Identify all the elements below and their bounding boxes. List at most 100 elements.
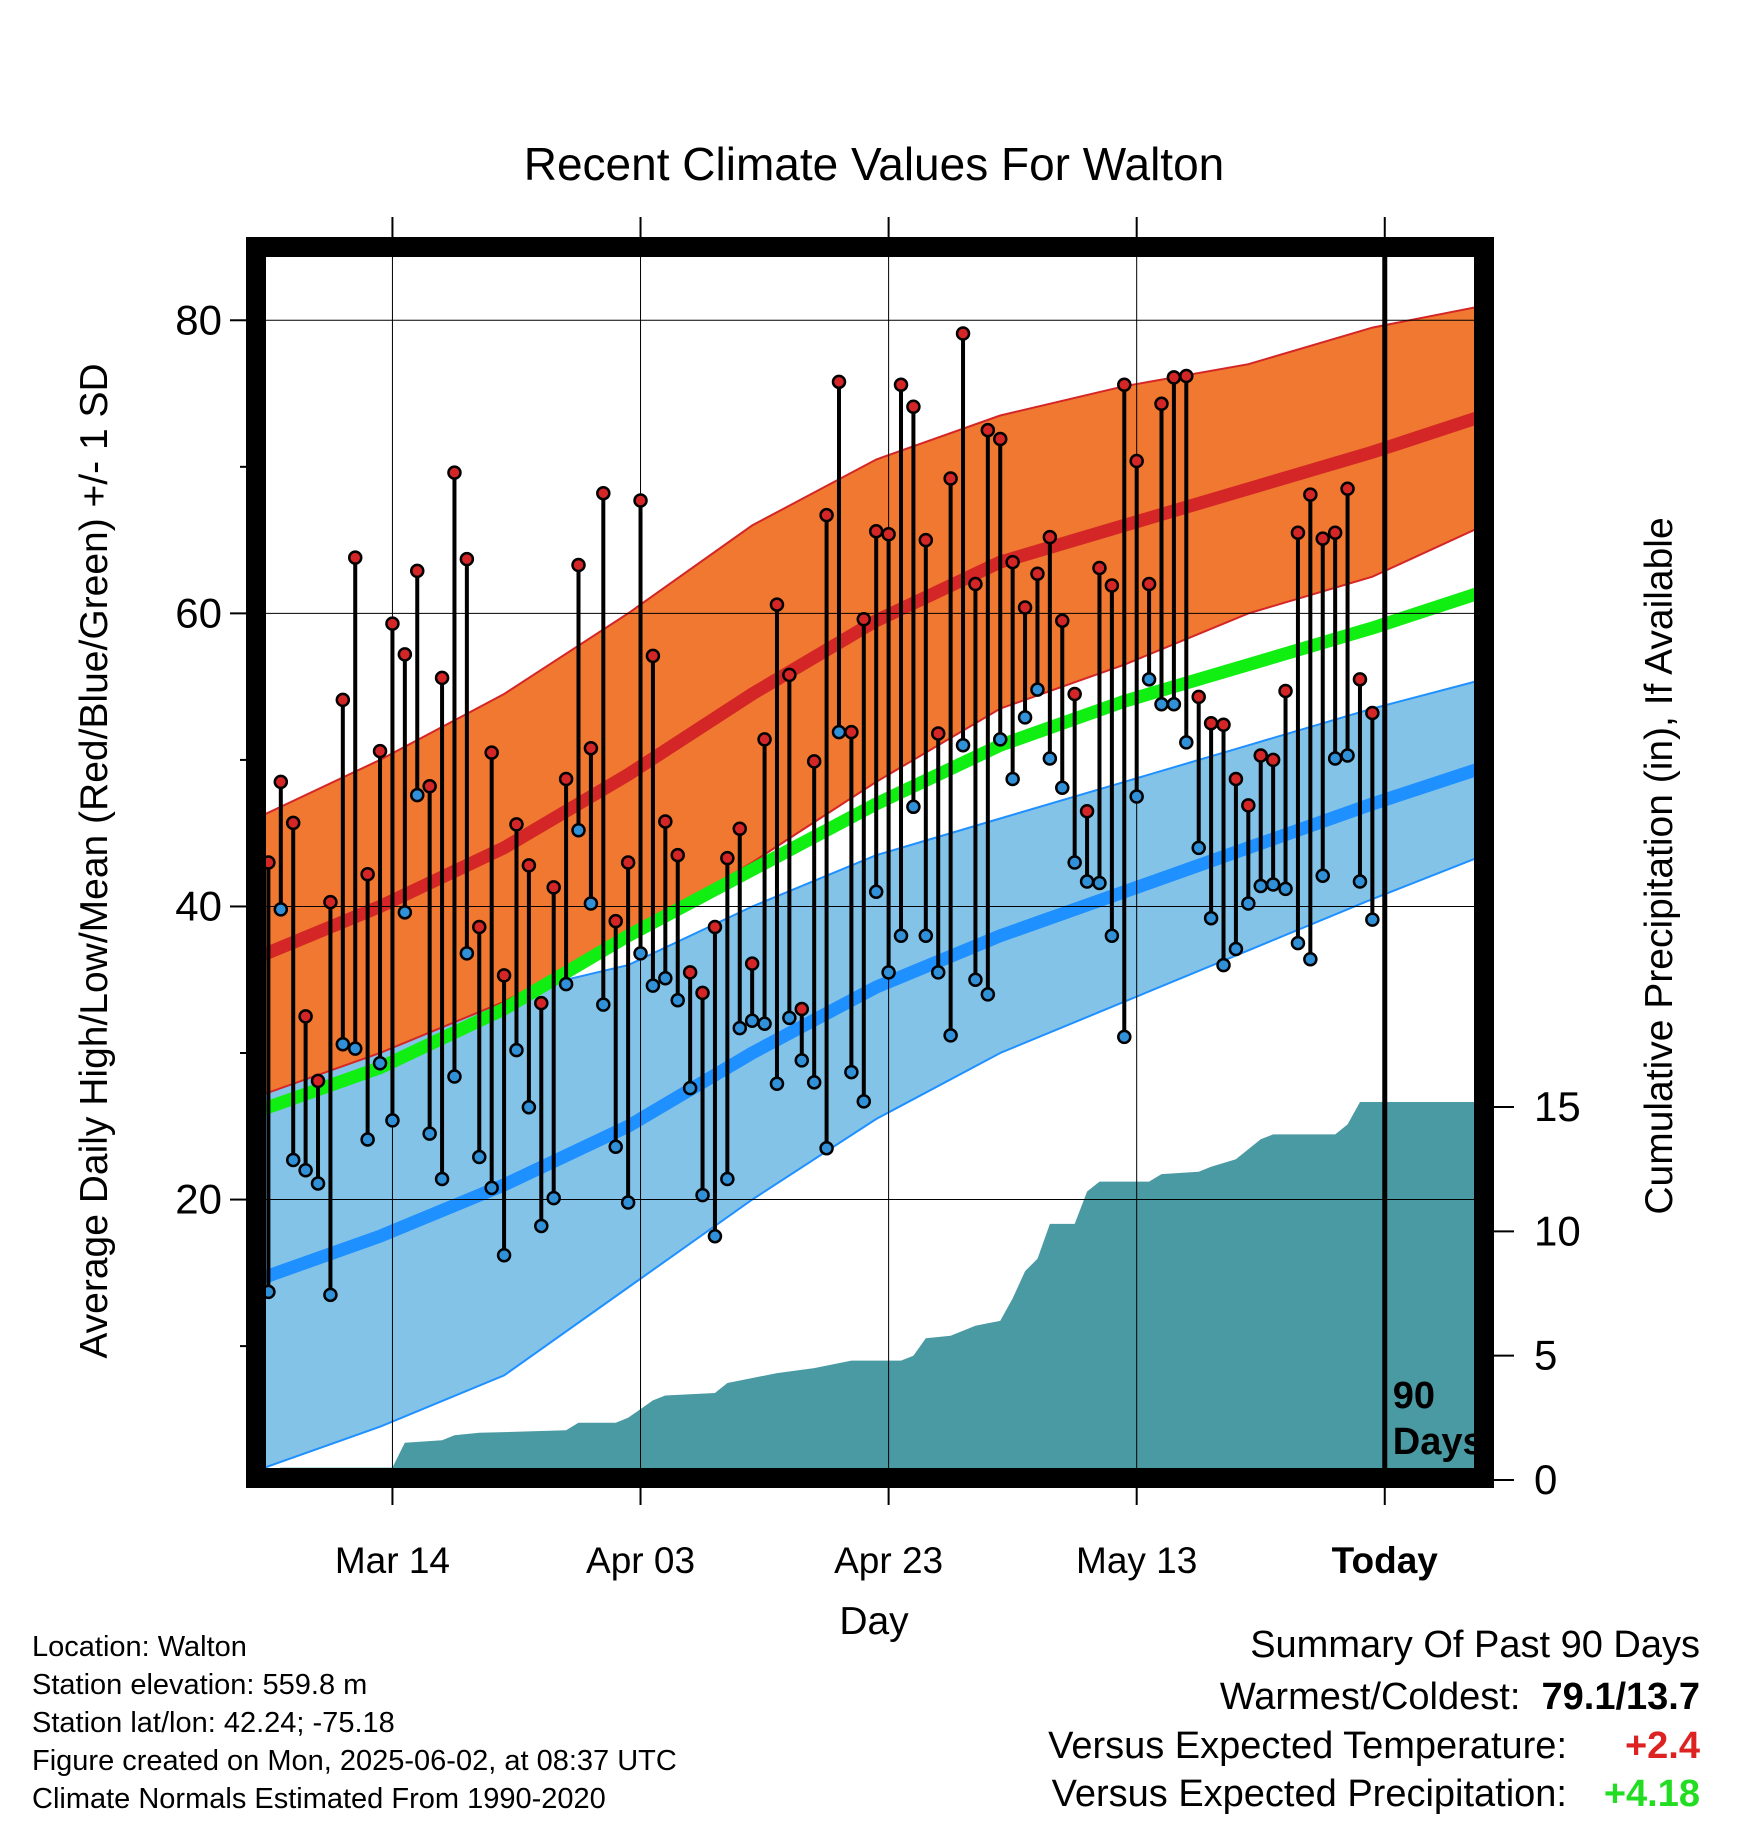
precip-anomaly-label: Versus Expected Precipitation: — [1051, 1773, 1567, 1815]
daily-high-point — [682, 965, 698, 980]
daily-high-point — [1117, 377, 1132, 393]
daily-high-point — [1154, 396, 1169, 412]
daily-high-point — [1166, 370, 1182, 385]
daily-low-point — [819, 1141, 834, 1156]
daily-high-point — [496, 968, 512, 983]
daily-low-point — [806, 1075, 822, 1090]
daily-high-point — [472, 919, 487, 935]
daily-high-point — [658, 814, 673, 829]
daily-high-point — [335, 692, 351, 708]
daily-low-point — [496, 1247, 512, 1263]
daily-high-point — [782, 667, 797, 683]
daily-low-point — [658, 971, 673, 986]
daily-high-point — [1228, 771, 1244, 787]
daily-low-point — [682, 1080, 698, 1096]
daily-high-point — [347, 550, 363, 565]
daily-low-point — [434, 1171, 450, 1187]
summary-title: Summary Of Past 90 Days — [1250, 1624, 1700, 1666]
daily-low-point — [558, 976, 574, 992]
daily-high-point — [868, 524, 884, 539]
daily-high-point — [385, 616, 400, 631]
daily-high-point — [285, 815, 301, 831]
daily-low-point — [856, 1094, 872, 1109]
daily-low-point — [372, 1056, 388, 1071]
daily-low-point — [769, 1076, 785, 1092]
y2-tick-label: 15 — [1534, 1083, 1581, 1130]
daily-low-point — [930, 965, 946, 980]
daily-high-point — [1315, 531, 1330, 546]
daily-low-point — [868, 884, 884, 900]
daily-low-point — [422, 1126, 437, 1141]
daily-high-point — [1352, 672, 1368, 687]
daily-high-point — [422, 779, 437, 794]
daily-high-point — [360, 866, 375, 882]
daily-high-point — [534, 995, 549, 1011]
daily-low-point — [1278, 881, 1293, 897]
daily-low-point — [1092, 875, 1107, 891]
daily-low-point — [1117, 1029, 1132, 1045]
x-tick-label: Today — [1332, 1540, 1439, 1581]
x-tick-label: Mar 14 — [335, 1540, 450, 1581]
daily-high-point — [720, 850, 735, 866]
daily-low-point — [1352, 874, 1368, 889]
daily-high-point — [744, 956, 760, 971]
daily-low-point — [881, 965, 896, 980]
daily-low-point — [273, 902, 289, 917]
daily-low-point — [757, 1016, 772, 1031]
daily-low-point — [1005, 771, 1020, 787]
daily-low-point — [397, 905, 413, 920]
y-tick-label: 20 — [175, 1176, 222, 1223]
daily-low-point — [633, 946, 648, 961]
daily-high-point — [1129, 453, 1144, 469]
daily-high-point — [943, 471, 958, 486]
daily-high-point — [1303, 487, 1318, 502]
daily-high-point — [546, 880, 561, 895]
daily-high-point — [1042, 529, 1058, 545]
daily-high-point — [1253, 748, 1268, 763]
daily-high-point — [707, 919, 723, 935]
daily-high-point — [1265, 752, 1281, 768]
latlon-line: Station lat/lon: 42.24; -75.18 — [32, 1707, 395, 1739]
daily-low-point — [992, 732, 1008, 747]
warmest-coldest-label: Warmest/Coldest: — [1219, 1676, 1521, 1718]
daily-high-point — [794, 1001, 810, 1017]
daily-low-point — [459, 946, 475, 961]
daily-high-point — [633, 493, 648, 508]
daily-low-point — [620, 1195, 636, 1210]
y-axis-label: Average Daily High/Low/Mean (Red/Blue/Gr… — [73, 363, 116, 1358]
daily-high-point — [955, 326, 971, 341]
daily-high-point — [620, 855, 636, 870]
daily-low-point — [893, 928, 909, 944]
warmest-coldest-value: 79.1/13.7 — [1541, 1676, 1700, 1718]
daily-low-point — [385, 1113, 400, 1128]
daily-low-point — [1315, 868, 1330, 883]
daily-low-point — [732, 1020, 748, 1036]
daily-high-point — [968, 576, 983, 592]
daily-low-point — [1179, 735, 1194, 750]
daily-low-point — [285, 1152, 301, 1168]
daily-low-point — [1017, 710, 1033, 725]
daily-low-point — [1042, 751, 1058, 766]
daily-high-point — [397, 647, 413, 662]
daily-high-point — [583, 740, 599, 756]
daily-low-point — [447, 1069, 462, 1084]
daily-low-point — [906, 799, 921, 815]
daily-low-point — [1253, 878, 1268, 894]
precip-area — [259, 1102, 1484, 1478]
y2-axis-label: Cumulative Precipitation (in), If Availa… — [1638, 517, 1681, 1214]
daily-high-point — [1241, 798, 1256, 813]
daily-low-point — [1203, 910, 1219, 926]
daily-high-point — [1290, 525, 1306, 541]
daily-low-point — [323, 1287, 338, 1303]
y-tick-label: 60 — [175, 589, 222, 636]
daily-low-point — [608, 1139, 623, 1155]
daily-high-point — [1104, 578, 1120, 593]
daily-high-point — [1141, 576, 1157, 592]
daily-high-point — [509, 817, 524, 832]
daily-low-point — [335, 1036, 351, 1052]
daily-high-point — [447, 465, 462, 480]
daily-low-point — [1290, 935, 1306, 951]
daily-low-point — [980, 987, 996, 1002]
daily-high-point — [695, 985, 710, 1001]
